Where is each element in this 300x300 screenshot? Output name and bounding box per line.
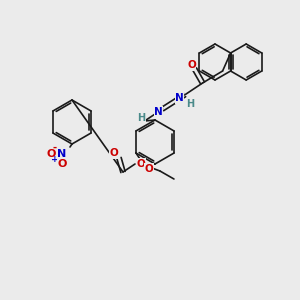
- Text: O: O: [46, 149, 56, 159]
- Text: O: O: [145, 164, 153, 174]
- Text: N: N: [57, 149, 67, 159]
- Text: N: N: [154, 107, 163, 117]
- Text: N: N: [175, 93, 184, 103]
- Text: +: +: [51, 155, 59, 164]
- Text: H: H: [137, 113, 146, 123]
- Text: O: O: [57, 159, 67, 169]
- Text: O: O: [187, 60, 196, 70]
- Text: -: -: [53, 143, 57, 153]
- Text: O: O: [110, 148, 118, 158]
- Text: O: O: [136, 159, 146, 169]
- Text: H: H: [187, 99, 195, 109]
